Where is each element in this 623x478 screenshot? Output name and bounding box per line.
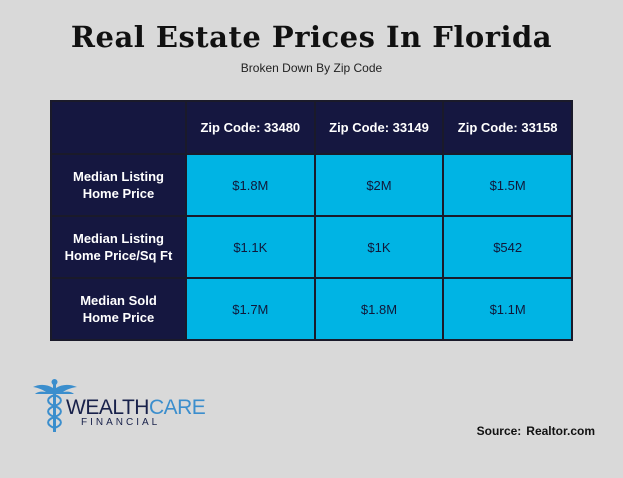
table-cell: $1.1M <box>442 277 573 341</box>
logo-word-wealth: WEALTH <box>66 396 149 419</box>
row-header-line: Home Price <box>82 186 155 201</box>
column-header: Zip Code: 33158 <box>442 100 573 155</box>
row-header: Median Listing Home Price <box>50 153 187 217</box>
row-header: Median Listing Home Price/Sq Ft <box>50 215 187 279</box>
row-header-line: Home Price <box>82 310 155 325</box>
column-header: Zip Code: 33480 <box>185 100 316 155</box>
row-header: Median Sold Home Price <box>50 277 187 341</box>
source-credit: Source: Realtor.com <box>477 424 595 438</box>
caduceus-icon <box>33 378 77 434</box>
logo-word-care: CARE <box>148 396 206 419</box>
table-cell: $1.8M <box>185 153 316 217</box>
row-header-line: Median Sold <box>80 293 157 308</box>
source-label: Source: <box>476 424 522 438</box>
page-title: Real Estate Prices In Florida <box>70 20 553 54</box>
table-row: Median Sold Home Price $1.7M $1.8M $1.1M <box>50 277 573 341</box>
table-cell: $1.7M <box>185 277 316 341</box>
table-cell: $1.5M <box>442 153 573 217</box>
table-cell: $542 <box>442 215 573 279</box>
table-cell: $1K <box>313 215 445 279</box>
row-header-line: Median Listing <box>73 231 164 246</box>
wealthcare-logo: WEALTHCARE FINANCIAL <box>33 378 206 434</box>
logo-wordmark: WEALTHCARE <box>66 396 206 419</box>
table-corner-cell <box>50 100 187 155</box>
row-header-line: Home Price/Sq Ft <box>64 248 173 263</box>
table-cell: $1.8M <box>313 277 445 341</box>
table-cell: $1.1K <box>185 215 316 279</box>
row-header-line: Median Listing <box>73 169 164 184</box>
logo-subword: FINANCIAL <box>81 417 161 428</box>
table-row: Median Listing Home Price/Sq Ft $1.1K $1… <box>50 215 573 279</box>
source-value: Realtor.com <box>526 424 595 438</box>
table-row: Median Listing Home Price $1.8M $2M $1.5… <box>50 153 573 217</box>
table-header-row: Zip Code: 33480 Zip Code: 33149 Zip Code… <box>50 100 573 155</box>
table-cell: $2M <box>313 153 445 217</box>
page-subtitle: Broken Down By Zip Code <box>240 61 383 75</box>
column-header: Zip Code: 33149 <box>313 100 445 155</box>
price-table: Zip Code: 33480 Zip Code: 33149 Zip Code… <box>50 100 573 341</box>
